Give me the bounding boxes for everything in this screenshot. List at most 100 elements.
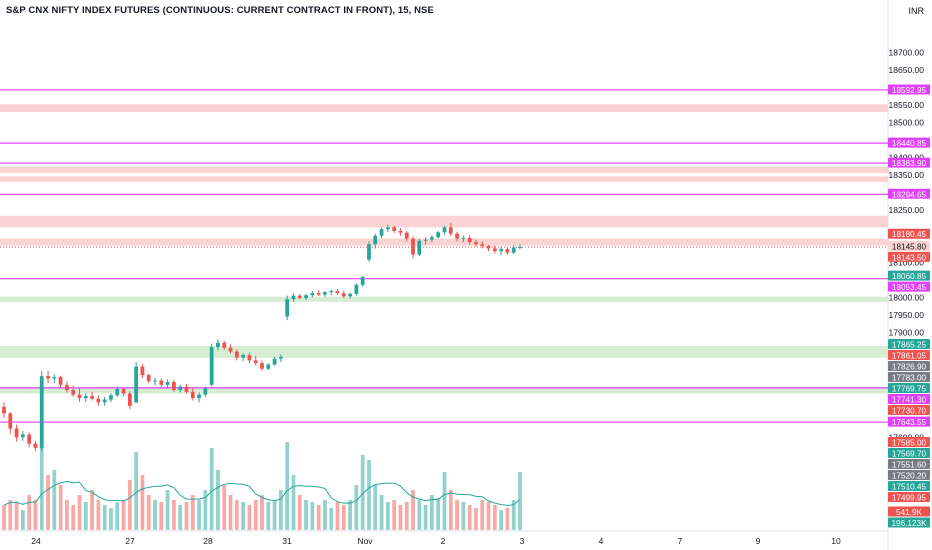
volume-bar — [159, 502, 164, 530]
volume-bar — [96, 500, 101, 530]
volume-bar — [304, 500, 308, 530]
candle-body — [33, 443, 38, 448]
volume-bar — [121, 500, 126, 530]
volume-bar — [291, 475, 296, 530]
price-label-bg — [888, 416, 930, 427]
y-tick-label: 17900.00 — [889, 327, 925, 337]
candle-body — [474, 242, 478, 245]
y-tick-label: 18000.00 — [889, 292, 925, 302]
candle-body — [58, 377, 63, 385]
candle-body — [127, 393, 132, 406]
volume-bar — [222, 485, 227, 530]
price-label: 18145.80 — [892, 242, 927, 251]
candle-body — [65, 384, 69, 391]
candle-body — [354, 284, 359, 294]
volume-bar — [486, 502, 491, 530]
price-label-bg — [888, 270, 930, 281]
volume-bar — [127, 480, 132, 530]
volume-bar — [417, 500, 422, 530]
y-tick-label: 17950.00 — [889, 310, 925, 320]
zone-0 — [0, 104, 888, 112]
candle-body — [461, 237, 466, 239]
price-label-bg — [888, 459, 930, 470]
volume-bar — [278, 490, 283, 530]
candle-body — [260, 363, 264, 369]
candle-body — [385, 227, 390, 230]
candle-body — [367, 244, 371, 260]
candle-body — [153, 380, 157, 382]
candle-body — [323, 292, 327, 295]
volume-bar — [505, 508, 510, 530]
price-label-bg — [888, 470, 930, 481]
volume-bar — [499, 510, 504, 530]
candle-body — [234, 351, 239, 358]
x-tick-label: 28 — [203, 536, 213, 546]
candle-body — [134, 366, 139, 403]
volume-bar — [367, 460, 371, 530]
volume-bar — [115, 502, 120, 530]
y-tick-label: 18550.00 — [889, 100, 925, 110]
volume-bar — [165, 490, 170, 530]
price-label-bg — [888, 405, 930, 416]
volume-bar — [58, 485, 63, 530]
volume-bar — [341, 505, 346, 530]
candle-body — [27, 434, 32, 444]
zone-1 — [0, 166, 888, 174]
volume-bar — [77, 495, 82, 530]
x-tick-label: 31 — [282, 536, 292, 546]
volume-bar — [455, 500, 459, 530]
price-label-bg — [888, 350, 930, 361]
volume-bar — [474, 508, 478, 530]
candle-body — [71, 390, 76, 395]
volume-bar — [178, 505, 183, 530]
volume-bar — [323, 500, 327, 530]
price-label: 18383.90 — [892, 159, 927, 168]
volume-bar — [241, 502, 246, 530]
price-label: 18294.65 — [892, 190, 927, 199]
zone-6 — [0, 345, 888, 358]
price-label-bg — [888, 492, 930, 503]
price-label: 17769.75 — [892, 385, 927, 394]
price-label-bg — [888, 137, 930, 148]
candle-body — [115, 389, 120, 396]
candle-body — [216, 342, 220, 348]
candle-body — [379, 229, 384, 236]
volume-bar — [430, 495, 434, 530]
candle-body — [8, 413, 13, 429]
volume-bar — [348, 500, 352, 530]
volume-bar — [518, 472, 522, 530]
candle-body — [316, 293, 321, 295]
price-label: 17865.25 — [892, 341, 927, 350]
volume-bar — [480, 500, 485, 530]
volume-bar — [184, 502, 189, 530]
price-label: 17826.90 — [892, 363, 927, 372]
price-label-bg — [888, 188, 930, 199]
candle-body — [278, 356, 283, 359]
volume-bar — [272, 500, 277, 530]
candle-body — [392, 227, 397, 231]
volume-bar — [140, 475, 145, 530]
volume-bar — [8, 500, 13, 530]
candle-body — [417, 240, 422, 255]
price-label-bg — [888, 251, 930, 262]
price-label: 18053.45 — [892, 283, 927, 292]
price-label: 18060.85 — [892, 272, 927, 281]
price-label: 17861.05 — [892, 352, 927, 361]
price-label-bg — [888, 517, 930, 528]
price-label: 17730.70 — [892, 407, 927, 416]
zone-7 — [0, 386, 888, 394]
x-tick-label: 10 — [831, 536, 841, 546]
candle-body — [20, 434, 25, 438]
volume-bar — [329, 508, 334, 530]
price-label: 18440.85 — [892, 139, 927, 148]
volume-bar — [216, 470, 220, 530]
candle-body — [228, 347, 233, 352]
price-label: 17783.00 — [892, 374, 927, 383]
volume-bar — [65, 500, 69, 530]
price-label-bg — [888, 481, 930, 492]
candle-body — [165, 382, 170, 385]
volume-bar — [27, 495, 32, 530]
volume-bar — [492, 505, 497, 530]
price-label-bg — [888, 281, 930, 292]
